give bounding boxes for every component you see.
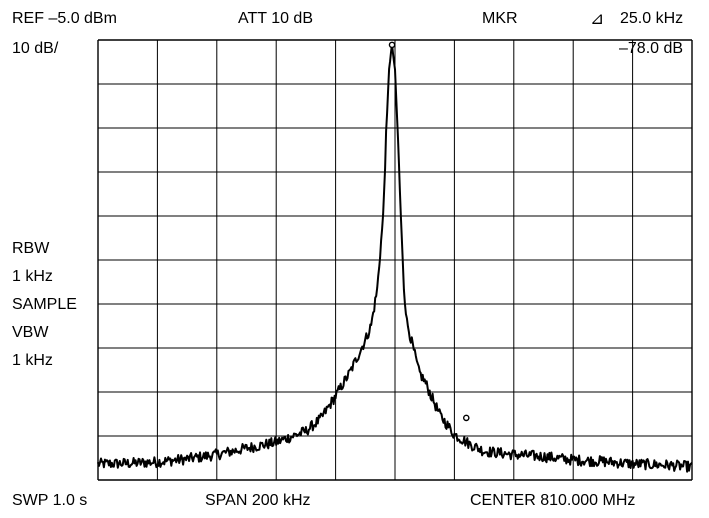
- sweep-time: SWP 1.0 s: [12, 492, 88, 509]
- span-label: SPAN 200 kHz: [205, 492, 311, 509]
- center-frequency: CENTER 810.000 MHz: [470, 492, 636, 509]
- marker-layer: [388, 41, 470, 422]
- detector-mode: SAMPLE: [12, 296, 77, 313]
- delta-marker: [462, 414, 470, 422]
- marker-level-readout: –78.0 dB: [619, 40, 684, 57]
- attenuation-label: ATT 10 dB: [238, 10, 313, 27]
- reference-marker: [388, 41, 396, 49]
- marker-frequency-readout: 25.0 kHz: [620, 10, 684, 27]
- vbw-label: VBW: [12, 324, 49, 341]
- marker-label: MKR: [482, 10, 518, 27]
- graticule: [97, 39, 693, 481]
- vbw-value: 1 kHz: [12, 352, 53, 369]
- rbw-label: RBW: [12, 240, 50, 257]
- ref-level-label: REF –5.0 dBm: [12, 10, 117, 27]
- delta-icon: ⊿: [590, 9, 605, 28]
- scale-label: 10 dB/: [12, 40, 59, 57]
- spectrum-trace: [97, 43, 693, 473]
- rbw-value: 1 kHz: [12, 268, 53, 285]
